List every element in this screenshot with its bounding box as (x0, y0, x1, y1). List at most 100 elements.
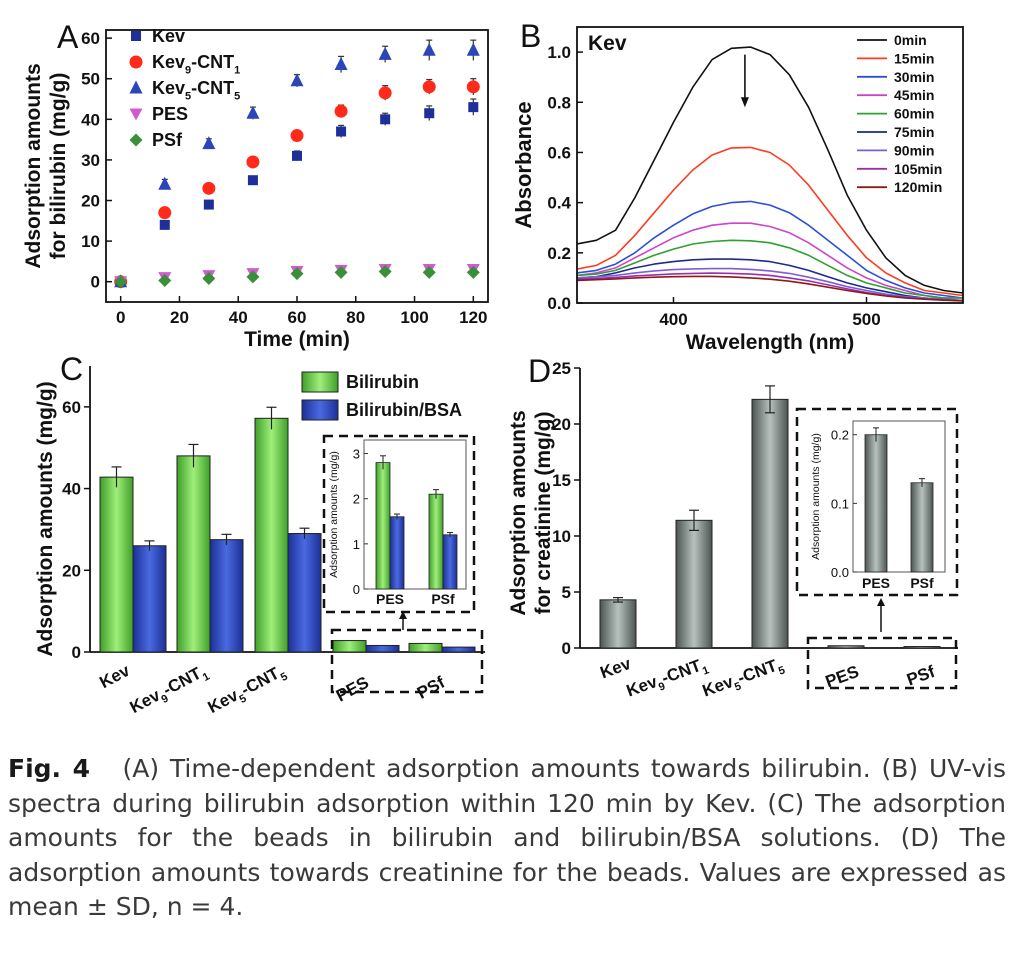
legend-label: Bilirubin (346, 372, 419, 392)
x-tick-label: 400 (659, 310, 687, 329)
bar (441, 646, 476, 653)
label-part: -CNT (238, 663, 283, 699)
label-part: -CNT (659, 656, 704, 688)
y-axis-label: Absorbance (511, 101, 536, 228)
x-tick-label: PSf (904, 662, 937, 690)
series-line-90min (577, 267, 963, 302)
inset-y-tick-label: 2 (353, 492, 360, 507)
y-tick-label: 15 (552, 471, 571, 490)
legend-label: Kev (152, 26, 185, 46)
marker-triangle-down (129, 108, 143, 121)
y-tick-label: 20 (552, 415, 571, 434)
arrow-head (740, 97, 749, 108)
marker-circle (290, 129, 304, 143)
bar (751, 398, 789, 649)
y-tick-label: 1.0 (547, 43, 571, 62)
marker-triangle-up (158, 176, 172, 190)
marker-diamond (422, 265, 436, 279)
legend: 0min 15min 30min 45min 60min 75min 90min 105min… (857, 32, 942, 195)
label-part: Kev (152, 52, 185, 72)
y-tick-label: 0 (91, 273, 100, 292)
bar (827, 645, 865, 649)
y-tick-label: 40 (81, 110, 100, 129)
label-part: 5 (234, 90, 240, 102)
legend-label: 30min (894, 69, 934, 85)
legend-swatch (301, 371, 339, 393)
bar (408, 642, 443, 653)
y-tick-label: 20 (62, 561, 81, 580)
marker-diamond (290, 267, 304, 281)
x-tick-label: Kev (598, 654, 634, 683)
label-part: 9 (185, 64, 191, 76)
spectra (577, 46, 963, 302)
marker-square (336, 126, 347, 137)
y-tick-label: 60 (62, 398, 81, 417)
label-part: 1 (201, 671, 212, 684)
bar (209, 539, 244, 653)
y-axis-label-line: for creatinine (mg/g) (532, 411, 555, 614)
inset-bar (389, 516, 405, 590)
inset-y-axis-label-text: Adsorption amounts (mg/g) (328, 451, 340, 578)
legend-label: 45min (894, 87, 934, 103)
legend-swatch (301, 399, 339, 421)
series-line-15min (577, 146, 963, 297)
inset-bar (375, 462, 391, 590)
x-tick-label: 120 (459, 308, 487, 327)
y-tick-label: 30 (81, 151, 100, 170)
y-axis-label: Adsorption amounts (mg/g) (34, 381, 57, 656)
inset-x-tick-label: PSf (431, 591, 455, 607)
x-tick-label: 0 (116, 308, 125, 327)
x-tick-label: 100 (400, 308, 428, 327)
bar (599, 599, 637, 649)
inset-y-tick-label: 0.2 (831, 428, 849, 443)
inset-x-tick-label: PES (376, 591, 404, 607)
label-part: 5 (185, 90, 191, 102)
y-tick-label: 0 (72, 643, 81, 662)
inset-y-axis-label: Adsorption amounts (mg/g) (810, 433, 822, 560)
inset-y-axis-label: Adsorption amounts (mg/g) (328, 451, 340, 578)
marker-square (131, 31, 141, 41)
highlight-box (330, 628, 484, 694)
y-tick-label: 10 (552, 527, 571, 546)
series-Bilirubin/BSA (132, 527, 476, 653)
y-axis-label: Adsorption amounts for creatinine (mg/g) (507, 410, 555, 615)
marker-square (159, 219, 170, 230)
x-tick-label: PES (823, 662, 861, 691)
marker-diamond (378, 265, 392, 279)
label-part: 5 (237, 692, 248, 705)
y-tick-label: 40 (62, 480, 81, 499)
label-part: 9 (657, 680, 667, 693)
marker-square (247, 175, 258, 186)
legend-label: Kev5-CNT5 (152, 78, 240, 102)
y-axis-label: Adsorption amounts for bilirubin (mg/g) (22, 63, 70, 268)
marker-triangle-up (202, 136, 216, 150)
y-axis-label-line: Adsorption amounts (22, 63, 45, 268)
marker-circle (246, 155, 260, 169)
bar (132, 545, 167, 653)
marker-diamond (114, 275, 128, 289)
legend-label: 75min (894, 124, 934, 140)
label-part: 5 (733, 680, 743, 693)
y-tick-label: 60 (81, 29, 100, 48)
label-part: -CNT (191, 78, 234, 98)
x-axis-label: Wavelength (nm) (686, 331, 854, 354)
legend-label: 15min (894, 50, 934, 66)
y-tick-label: 25 (552, 359, 571, 378)
series-line-75min (577, 258, 963, 302)
marker-diamond (129, 133, 143, 147)
label-part: Kev (152, 78, 185, 98)
chart-title: Kev (588, 32, 627, 55)
legend-label: PES (152, 104, 188, 124)
marker-square (468, 102, 479, 113)
legend-label: Kev9-CNT1 (152, 52, 240, 76)
bar (675, 519, 713, 649)
marker-circle (422, 80, 436, 94)
inset-chart: 0.0 0.1 0.2 Adsorption amounts (mg/g) PES PSf (810, 420, 946, 591)
marker-triangle-up (129, 80, 143, 94)
y-axis-label-line: Adsorption amounts (507, 410, 530, 615)
series-line-120min (577, 275, 963, 302)
caption-text: (A) Time-dependent adsorption amounts to… (8, 754, 1007, 921)
y-axis-label-text: Adsorption amounts (mg/g) (34, 381, 57, 656)
